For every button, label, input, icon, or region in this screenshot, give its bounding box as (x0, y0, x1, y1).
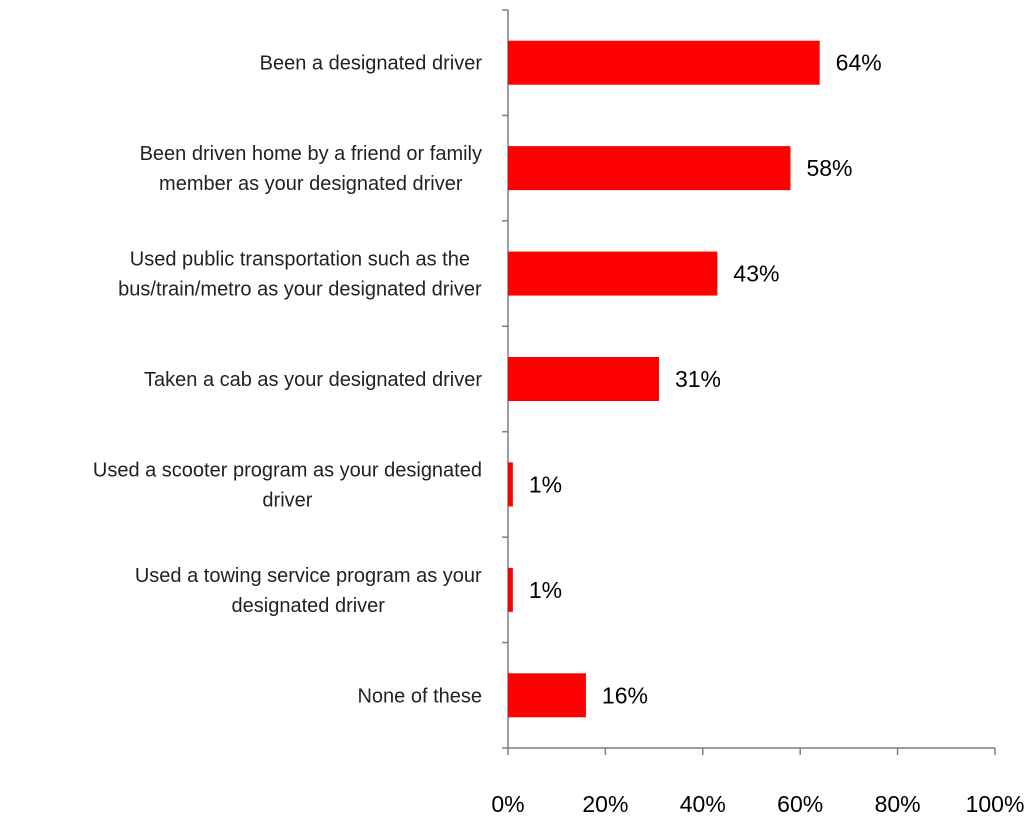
bar-7 (508, 673, 586, 718)
category-label-3: Used public transportation such as the bu… (118, 249, 482, 301)
bar-2 (508, 146, 791, 191)
bar-3 (508, 251, 718, 296)
bar-1 (508, 40, 820, 85)
category-label-6: Used a towing service program as your des… (135, 565, 482, 617)
value-labels: 64% 58% 43% 31% 1% 1% 16% (529, 50, 882, 709)
category-label-7: None of these (357, 685, 482, 707)
value-label-4: 31% (675, 366, 721, 392)
bar-6 (508, 567, 513, 612)
value-label-6: 1% (529, 577, 562, 603)
x-tick-label: 0% (491, 791, 524, 816)
category-label-4: Taken a cab as your designated driver (144, 369, 482, 391)
value-label-5: 1% (529, 471, 562, 497)
category-label-2: Been driven home by a friend or family me… (140, 143, 482, 195)
x-tick-label: 40% (680, 791, 726, 816)
category-labels: Been a designated driver Been driven home… (93, 53, 482, 708)
value-label-1: 64% (836, 50, 882, 76)
x-tick-label: 80% (875, 791, 921, 816)
chart-bars (508, 40, 820, 718)
x-tick-label: 60% (777, 791, 823, 816)
x-axis-ticks: 0% 20% 40% 60% 80% 100% (491, 748, 1024, 816)
category-label-1: Been a designated driver (260, 53, 483, 75)
x-tick-label: 20% (582, 791, 628, 816)
value-label-2: 58% (806, 155, 852, 181)
value-label-7: 16% (602, 682, 648, 708)
value-label-3: 43% (733, 261, 779, 287)
bar-5 (508, 462, 513, 507)
category-label-5: Used a scooter program as your designate… (93, 459, 482, 511)
bar-4 (508, 357, 659, 401)
x-tick-label: 100% (966, 791, 1025, 816)
